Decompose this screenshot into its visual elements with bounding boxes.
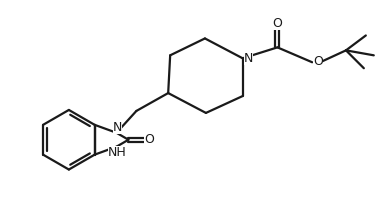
Text: N: N <box>244 52 254 65</box>
Text: N: N <box>113 121 122 134</box>
Text: O: O <box>144 133 154 146</box>
Text: O: O <box>313 55 323 68</box>
Text: NH: NH <box>108 146 127 159</box>
Text: O: O <box>273 17 282 30</box>
